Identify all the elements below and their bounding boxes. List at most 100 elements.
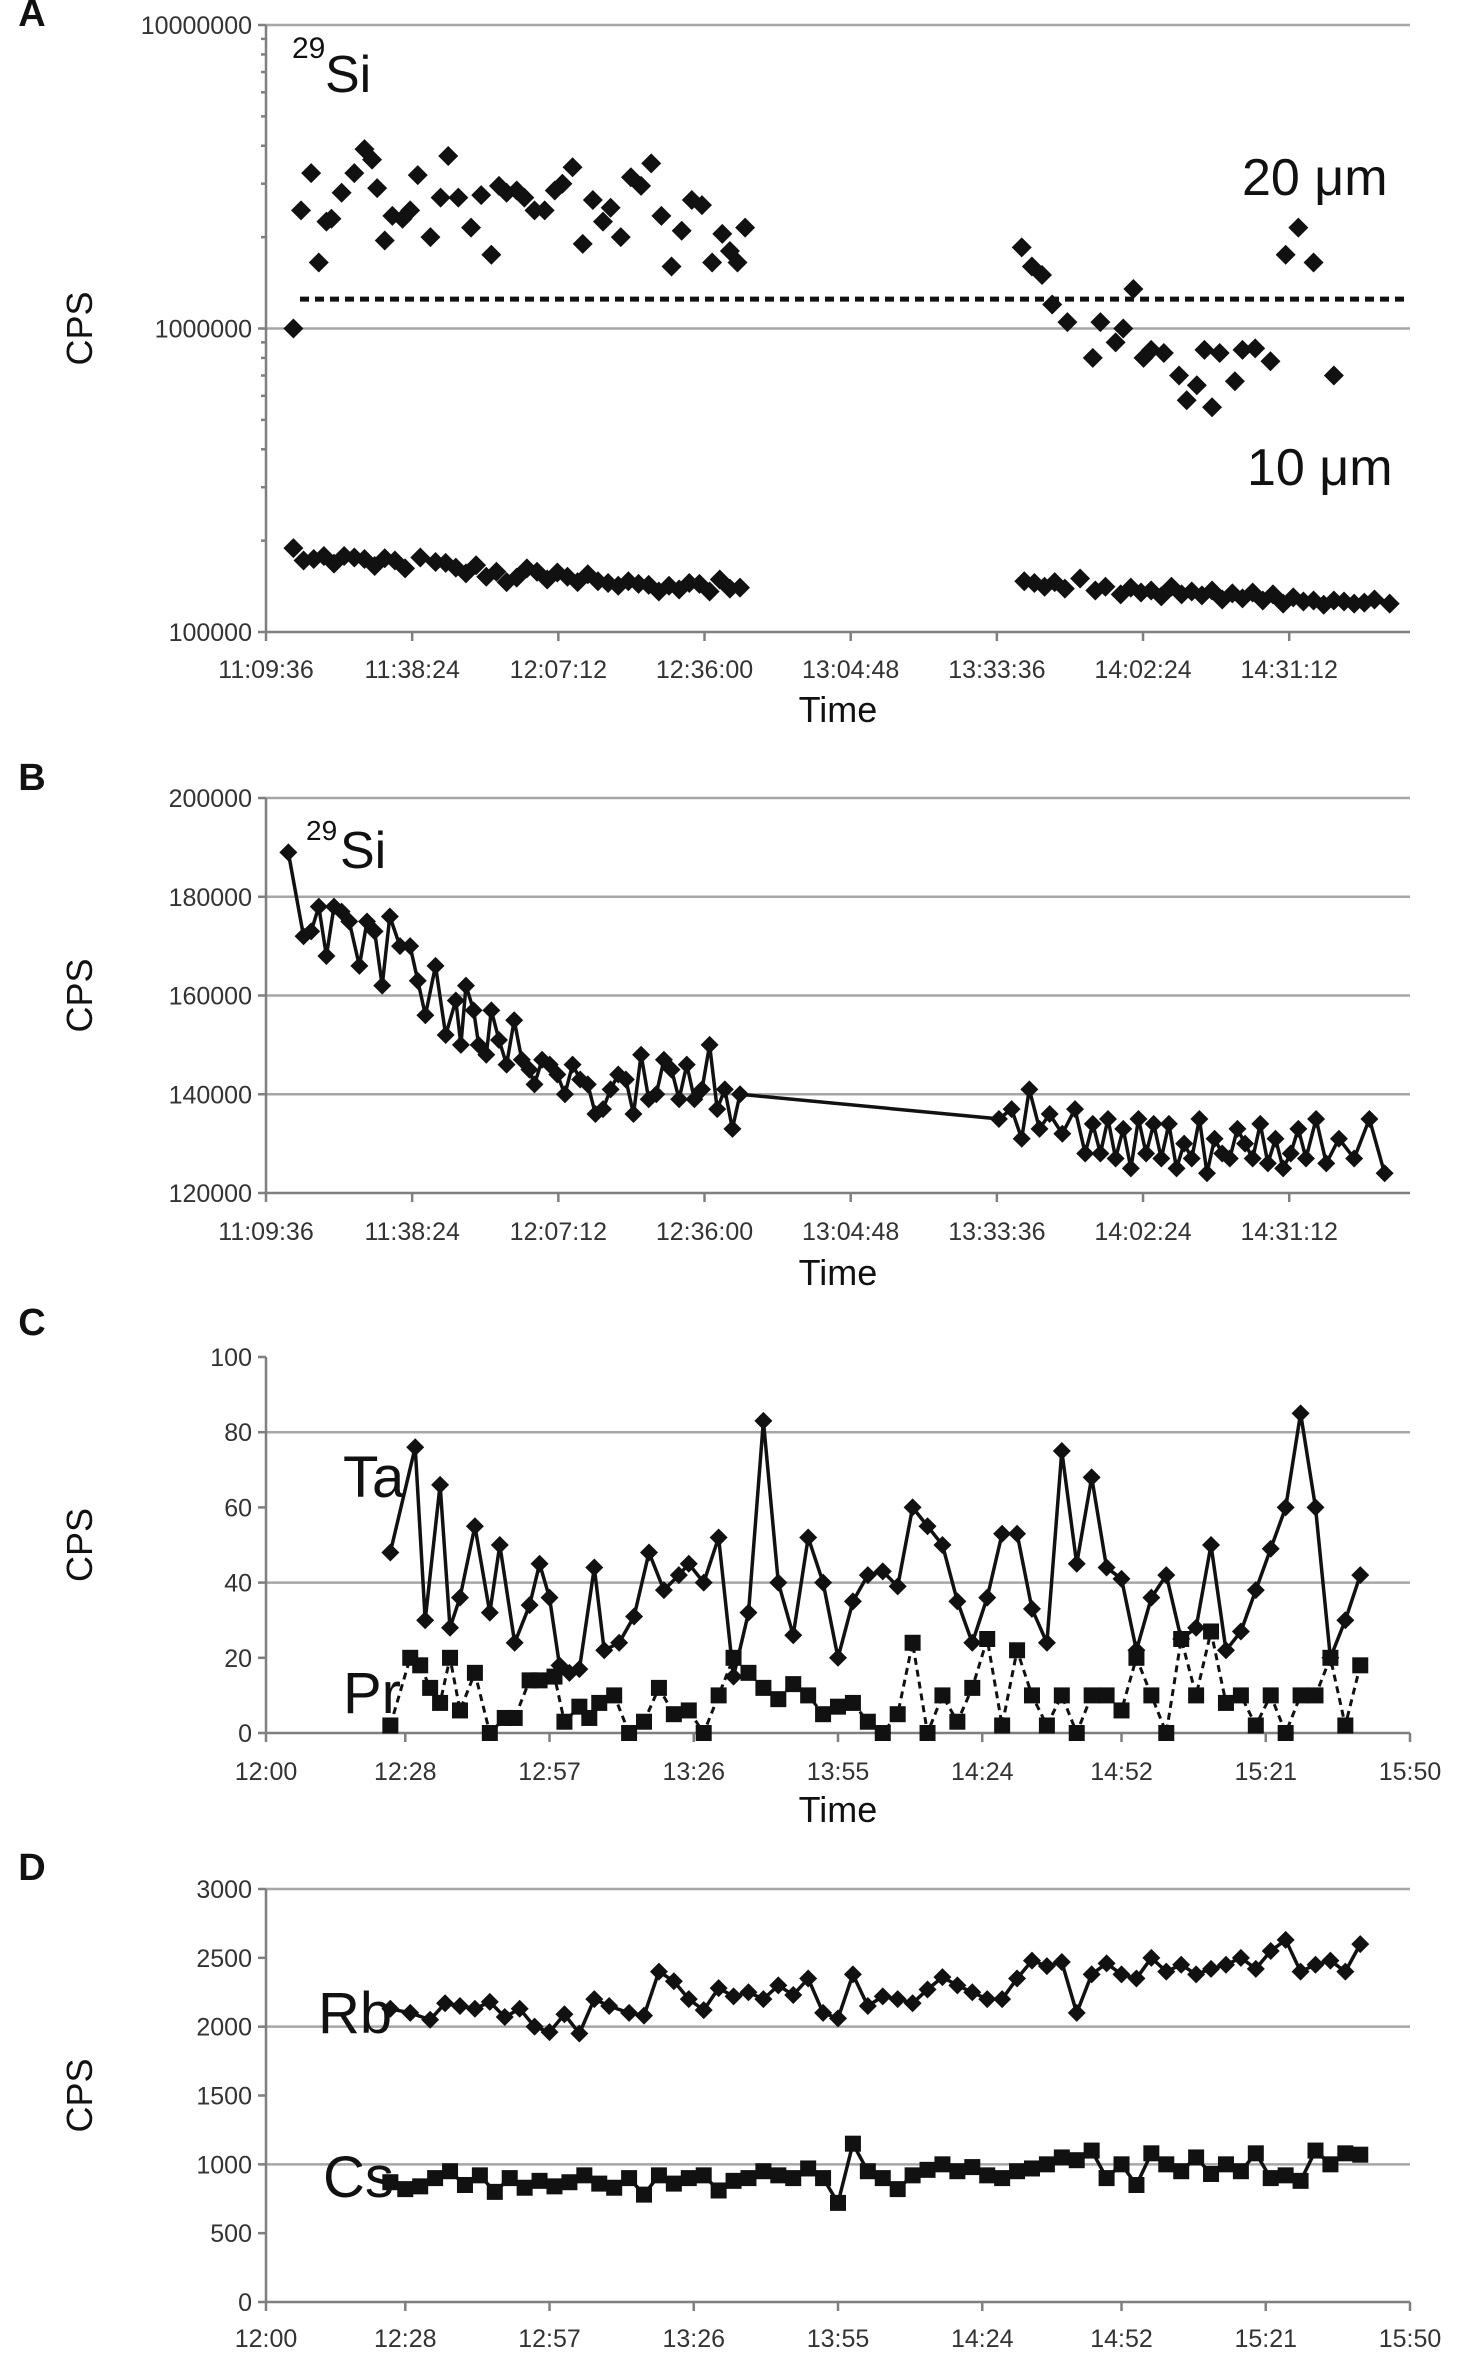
data-point	[321, 208, 342, 229]
data-point	[1091, 1144, 1110, 1163]
data-point	[814, 1573, 833, 1592]
data-point	[410, 547, 431, 568]
data-point	[979, 1631, 996, 1647]
data-point	[800, 2160, 817, 2177]
data-point	[1307, 2142, 1324, 2159]
data-point	[814, 2003, 833, 2022]
data-point	[501, 2170, 518, 2187]
data-point	[581, 1709, 598, 1726]
data-point	[873, 1987, 892, 2006]
data-point	[963, 1633, 982, 1652]
data-point	[1068, 1725, 1085, 1741]
data-point	[1216, 1641, 1235, 1660]
data-point	[1217, 1694, 1234, 1711]
x-tick-label: 11:38:24	[364, 1218, 460, 1246]
data-point	[1052, 1952, 1071, 1971]
x-tick-label: 12:57	[518, 1758, 581, 1786]
data-point	[350, 956, 369, 975]
data-point	[524, 200, 545, 221]
data-point	[309, 897, 328, 916]
data-point	[661, 256, 682, 277]
data-point	[1054, 578, 1075, 599]
data-point	[606, 1687, 623, 1704]
data-point	[279, 843, 298, 862]
data-point	[436, 1994, 455, 2013]
data-point	[1097, 1954, 1116, 1973]
y-tick-label: 100	[210, 1344, 252, 1372]
data-point	[1246, 1959, 1265, 1978]
data-point	[442, 1649, 459, 1666]
data-point	[481, 244, 502, 265]
panel-a: A 100000 1000000 10000000 11:09:36 11:38:24 12…	[18, 0, 1410, 730]
panel-letter: D	[18, 1847, 45, 1889]
y-tick-label: 40	[224, 1570, 252, 1598]
data-point	[1113, 318, 1134, 339]
data-point	[1246, 1581, 1265, 1600]
data-point	[654, 1581, 673, 1600]
data-point	[1023, 1687, 1040, 1704]
data-point	[665, 2175, 682, 2192]
data-point	[600, 197, 621, 218]
data-point	[1322, 1649, 1339, 1666]
data-point	[1277, 2167, 1294, 2184]
data-point	[1345, 1149, 1364, 1168]
data-point	[1070, 568, 1091, 589]
data-point	[1307, 1109, 1326, 1128]
data-point	[546, 1668, 563, 1685]
data-point	[505, 1633, 524, 1652]
data-point	[1159, 1114, 1178, 1133]
data-point	[1186, 375, 1207, 396]
y-axis-title: CPS	[59, 291, 100, 365]
y-tick-label: 20	[224, 1645, 252, 1673]
data-point	[578, 1075, 597, 1094]
data-point	[432, 1694, 449, 1711]
data-point	[430, 187, 451, 208]
data-point	[1012, 1129, 1031, 1148]
series-ta	[381, 1404, 1370, 1686]
data-point	[677, 1055, 696, 1074]
data-point	[1232, 2163, 1249, 2180]
data-point	[740, 1664, 757, 1681]
data-point	[1205, 1129, 1224, 1148]
data-point	[679, 1990, 698, 2009]
data-point	[1329, 1129, 1348, 1148]
data-point	[1188, 2149, 1205, 2166]
data-point	[382, 2174, 399, 2191]
data-point	[1276, 1498, 1295, 1517]
data-point	[365, 922, 384, 941]
data-point	[412, 2178, 429, 2195]
data-point	[1053, 1124, 1072, 1143]
data-point	[1113, 2156, 1130, 2173]
x-tick-label: 12:57	[518, 2325, 581, 2353]
data-point	[889, 1706, 906, 1723]
data-point	[1364, 589, 1385, 610]
data-point	[918, 1980, 937, 1999]
data-point	[829, 2009, 847, 2028]
data-point	[1306, 1955, 1325, 1974]
x-tick-label: 13:55	[807, 1758, 870, 1786]
data-point	[1243, 1149, 1262, 1168]
data-point	[1067, 1554, 1086, 1573]
data-point	[1121, 1159, 1140, 1178]
data-point	[1375, 1164, 1394, 1183]
data-point	[1337, 1717, 1354, 1734]
data-point	[610, 227, 631, 248]
data-point	[636, 1713, 653, 1730]
data-point	[680, 1702, 697, 1719]
x-tick-label: 13:04:48	[802, 656, 899, 684]
data-point	[1020, 1080, 1039, 1099]
data-point	[1187, 1965, 1206, 1984]
data-point	[933, 1536, 952, 1554]
data-point	[1128, 1649, 1145, 1666]
data-point	[1261, 1539, 1280, 1558]
data-point	[1360, 1109, 1379, 1128]
data-point	[510, 1999, 529, 2018]
data-point	[514, 187, 535, 208]
panel-letter: A	[18, 0, 45, 35]
data-point	[420, 227, 441, 248]
data-point	[1042, 294, 1063, 315]
x-tick-label: 14:24	[951, 2325, 1014, 2353]
data-point	[436, 1026, 455, 1044]
data-point	[1296, 1149, 1315, 1168]
series-1	[279, 843, 1394, 1183]
